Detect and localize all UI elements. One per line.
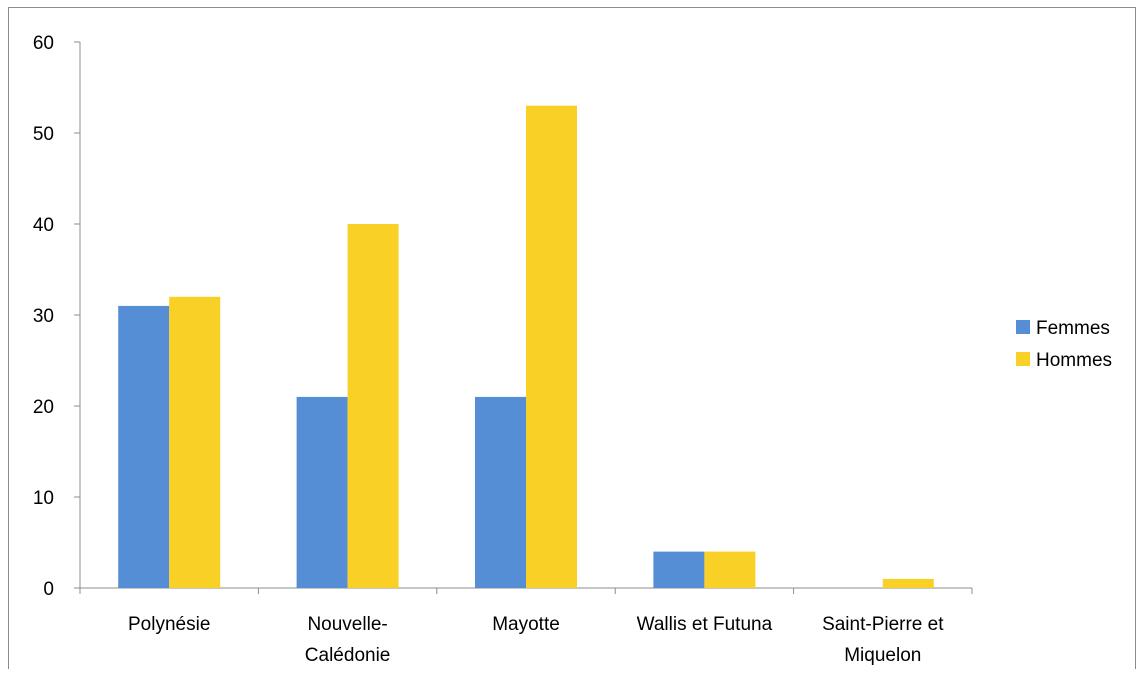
legend: Femmes Hommes <box>1016 318 1112 371</box>
legend-label-hommes: Hommes <box>1036 350 1112 371</box>
y-tick-label: 20 <box>33 397 54 418</box>
chart-frame <box>8 7 1136 669</box>
x-tick-labels: Polynésie Nouvelle- Calédonie Mayotte Wallis… <box>128 614 944 666</box>
bar-femmes <box>653 551 705 588</box>
x-tick-label: Saint-Pierre et <box>822 614 944 635</box>
bar-femmes <box>296 396 348 588</box>
y-tick-labels: 0 10 20 30 40 50 60 <box>33 33 54 600</box>
bar-hommes <box>882 578 934 588</box>
bar-femmes <box>475 396 526 588</box>
x-tick-label: Wallis et Futuna <box>637 614 773 635</box>
y-tick-label: 30 <box>33 306 54 327</box>
y-tick-label: 60 <box>33 33 54 54</box>
bar-femmes <box>118 305 170 588</box>
legend-swatch-femmes <box>1016 320 1030 334</box>
y-tick-label: 0 <box>43 579 54 600</box>
y-tick-label: 40 <box>33 215 54 236</box>
legend-label-femmes: Femmes <box>1036 318 1110 339</box>
bar-hommes <box>526 105 577 588</box>
y-tick-label: 10 <box>33 488 54 509</box>
x-tick-label: Mayotte <box>492 614 560 635</box>
bar-hommes <box>704 551 756 588</box>
y-tick-label: 50 <box>33 124 54 145</box>
legend-swatch-hommes <box>1016 352 1030 366</box>
bars <box>118 105 934 588</box>
x-tick-label: Calédonie <box>305 645 391 666</box>
x-tick-label: Polynésie <box>128 614 210 635</box>
x-tick-label: Nouvelle- <box>307 614 387 635</box>
bar-hommes <box>169 296 221 588</box>
x-tick-label: Miquelon <box>844 645 921 666</box>
bar-hommes <box>347 224 399 588</box>
